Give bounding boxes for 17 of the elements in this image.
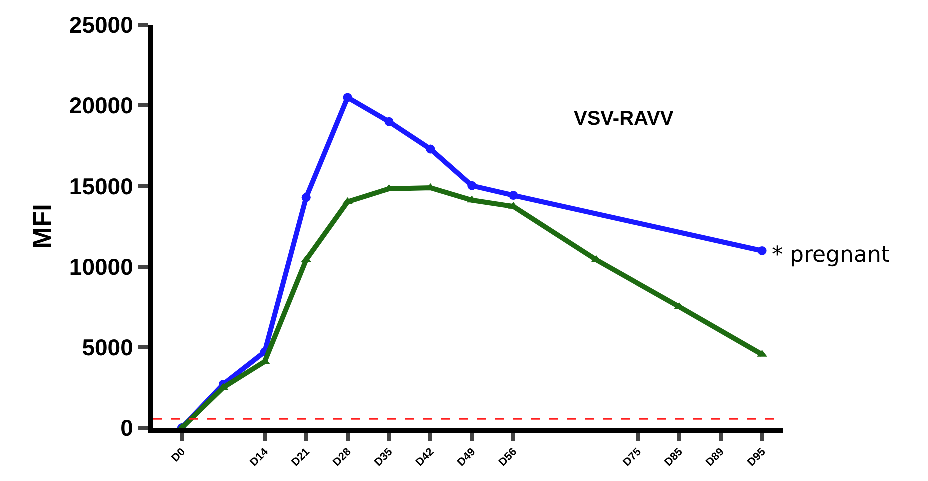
x-tick-label: D89 xyxy=(704,446,727,469)
x-tick-label: D56 xyxy=(496,446,520,469)
y-tick-label: 10000 xyxy=(69,254,134,280)
y-tick-label: 5000 xyxy=(82,334,134,360)
x-tick-label: D14 xyxy=(248,446,272,469)
y-tick-label: 20000 xyxy=(69,92,134,119)
y-tick-label: 25000 xyxy=(69,12,134,38)
series-label: * pregnant xyxy=(772,243,890,268)
x-tick-label: D0 xyxy=(170,446,188,465)
y-tick-label: 0 xyxy=(120,415,134,442)
x-tick-label: D21 xyxy=(290,446,312,469)
y-tick-label: 15000 xyxy=(69,173,134,200)
x-tick-label: D49 xyxy=(455,446,478,469)
annotation: VSV-RAVV xyxy=(574,108,674,130)
y-axis-title: MFI xyxy=(26,204,57,249)
x-tick-label: D28 xyxy=(331,446,354,469)
x-tick-label: D42 xyxy=(414,446,437,469)
